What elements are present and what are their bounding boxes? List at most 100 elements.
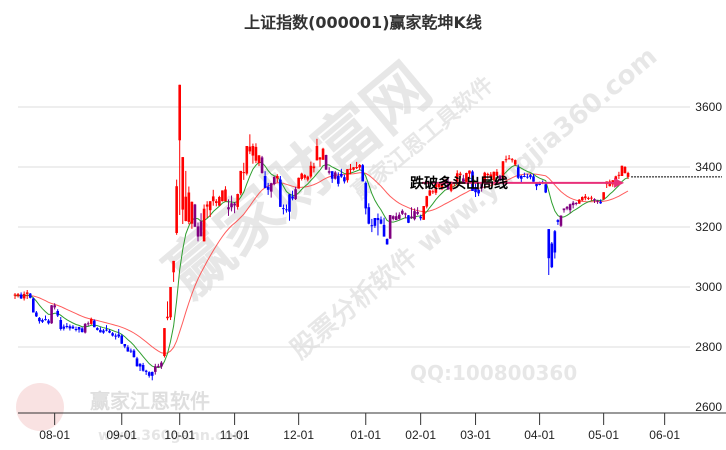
candle-body: [565, 206, 569, 209]
candle-body: [279, 179, 282, 207]
candle-body: [599, 201, 602, 204]
candle-body: [617, 174, 621, 176]
candle: [32, 297, 35, 313]
candle: [373, 218, 377, 228]
candle: [288, 194, 291, 221]
candle-body: [166, 316, 169, 319]
candle-body: [602, 192, 605, 200]
candle: [77, 326, 81, 333]
candle-body: [480, 184, 483, 189]
candle: [318, 157, 322, 167]
candle-body: [333, 172, 337, 179]
candle-body: [22, 293, 26, 299]
candle-body: [437, 183, 441, 188]
logo-name: 赢家江恩软件: [90, 389, 210, 413]
candle: [324, 154, 328, 170]
candle-body: [132, 350, 136, 358]
watermark-layer: 赢家财富网 股票分析软件 www.yingjia360.com 赢家江恩工具软件…: [16, 41, 663, 444]
candle: [181, 157, 185, 224]
candles: [13, 84, 630, 381]
candle-body: [379, 219, 383, 224]
candle-body: [513, 160, 517, 165]
candle: [422, 206, 425, 220]
candle: [516, 164, 520, 179]
candle: [574, 202, 578, 206]
candle-body: [126, 347, 130, 352]
candle-body: [282, 208, 285, 210]
candle-body: [221, 190, 224, 202]
candle: [144, 369, 148, 375]
candle-body: [187, 192, 191, 222]
candle-body: [315, 146, 319, 161]
candle: [410, 207, 413, 219]
candle: [56, 309, 59, 317]
candle-body: [486, 173, 490, 176]
candle: [419, 214, 422, 221]
candle-body: [193, 204, 197, 227]
candle: [620, 165, 624, 176]
candle: [321, 147, 325, 160]
candle-body: [272, 176, 276, 185]
candle-body: [300, 173, 303, 179]
candle: [526, 173, 529, 179]
candle-body: [141, 365, 145, 371]
candle-body: [123, 344, 127, 347]
candle: [462, 174, 465, 183]
candle-body: [269, 183, 273, 192]
candle-body: [135, 358, 139, 367]
candle: [114, 333, 117, 340]
candle: [504, 155, 508, 163]
candle: [208, 201, 212, 218]
y-tick-label: 3200: [695, 220, 722, 234]
candle-body: [574, 203, 578, 204]
candle: [160, 361, 163, 369]
candle-body: [413, 211, 416, 220]
candle-body: [443, 180, 447, 182]
candle: [510, 158, 514, 163]
candle: [587, 196, 590, 200]
candle: [376, 213, 380, 236]
candle: [349, 164, 352, 175]
candle-body: [440, 183, 444, 188]
candle-body: [504, 159, 508, 161]
candle: [28, 293, 32, 299]
candle-body: [391, 216, 395, 219]
candle: [221, 190, 224, 202]
candle: [272, 176, 276, 186]
candle-body: [309, 165, 313, 177]
candle: [483, 171, 486, 183]
candle-body: [352, 167, 355, 170]
candle: [547, 229, 551, 275]
candle: [581, 196, 584, 202]
x-tick-label: 03-01: [460, 428, 491, 442]
candle-body: [56, 311, 59, 316]
candle: [35, 311, 38, 317]
candle-body: [108, 330, 111, 333]
candle: [346, 169, 349, 183]
candle-body: [35, 312, 38, 317]
candle-body: [38, 317, 41, 322]
candle-body: [144, 370, 148, 372]
candle-body: [571, 202, 575, 206]
candle: [495, 169, 499, 176]
candle: [599, 199, 602, 204]
candle: [193, 203, 197, 227]
candle: [108, 329, 111, 334]
y-tick-label: 2800: [695, 340, 722, 354]
candle: [474, 182, 477, 197]
candle-body: [346, 169, 349, 181]
candle: [38, 317, 41, 324]
candle: [333, 170, 337, 180]
candle-body: [559, 215, 563, 226]
candle-body: [382, 224, 386, 237]
candle: [556, 219, 560, 225]
candle: [394, 212, 398, 221]
candle-body: [263, 176, 267, 188]
candle-body: [13, 294, 17, 296]
candle-body: [462, 178, 465, 183]
candle: [468, 170, 471, 179]
candle: [184, 170, 188, 222]
candle: [263, 171, 267, 189]
y-tick-label: 2600: [695, 400, 722, 414]
candle-body: [32, 298, 35, 313]
